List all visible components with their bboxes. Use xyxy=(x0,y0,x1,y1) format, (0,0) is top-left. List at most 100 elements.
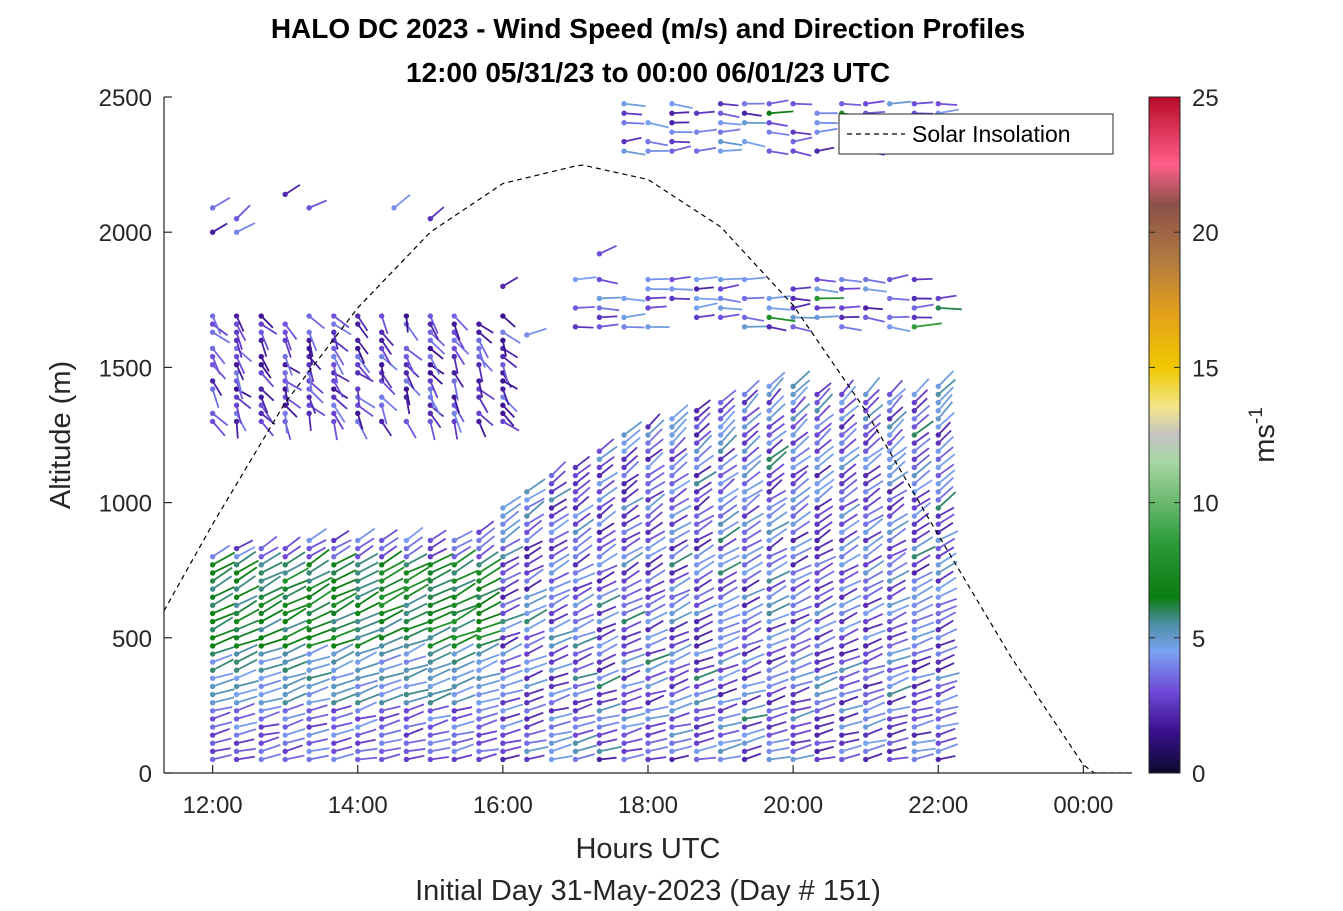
wind-barb-stick xyxy=(913,636,934,647)
wind-barb-dot xyxy=(621,586,627,592)
wind-barb-stick xyxy=(696,276,718,281)
wind-barb-dot xyxy=(645,295,651,302)
wind-barb-stick xyxy=(212,754,232,761)
wind-barb-dot xyxy=(233,361,240,368)
wind-barb-dot xyxy=(862,667,869,673)
wind-barb-dot xyxy=(403,675,410,682)
wind-barb-dot xyxy=(645,651,651,657)
wind-barb-dot xyxy=(693,651,700,657)
wind-barb-dot xyxy=(790,659,796,665)
wind-barb-stick xyxy=(792,520,811,534)
wind-barb-stick xyxy=(623,706,643,712)
wind-barb-dot xyxy=(331,756,337,763)
wind-barb-stick xyxy=(333,637,358,647)
wind-barb-stick xyxy=(937,619,954,631)
wind-barb-dot xyxy=(355,353,361,360)
wind-barb-dot xyxy=(209,410,216,417)
wind-barb-dot xyxy=(766,691,772,698)
wind-barb-dot xyxy=(306,394,312,400)
wind-barb-stick xyxy=(671,601,691,615)
wind-barb-dot xyxy=(814,391,820,398)
wind-barb-dot xyxy=(209,651,216,657)
wind-barb-stick xyxy=(792,555,809,566)
wind-barb-dot xyxy=(451,643,457,649)
wind-barb-dot xyxy=(451,675,457,682)
wind-barb-dot xyxy=(233,402,240,408)
wind-barb-stick xyxy=(623,620,642,631)
wind-barb-dot xyxy=(331,353,337,360)
wind-barb-dot xyxy=(766,383,772,390)
wind-barb-dot xyxy=(741,416,748,422)
wind-barb-dot xyxy=(572,276,579,283)
wind-barb-stick xyxy=(816,555,837,566)
wind-barb-dot xyxy=(814,129,820,135)
wind-barb-stick xyxy=(914,753,934,761)
wind-barb-stick xyxy=(623,647,643,655)
wind-barb-dot xyxy=(621,578,627,584)
wind-barb-stick xyxy=(502,745,522,753)
wind-barb-dot xyxy=(331,740,337,746)
wind-barb-dot xyxy=(814,724,820,730)
wind-barb-dot xyxy=(596,448,603,454)
wind-barb-stick xyxy=(671,514,689,526)
wind-barb-stick xyxy=(551,603,569,615)
wind-barb-dot xyxy=(282,691,288,698)
wind-barb-dot xyxy=(306,635,312,641)
wind-barb-dot xyxy=(500,545,506,552)
wind-barb-stick xyxy=(381,603,407,615)
wind-barb-stick xyxy=(260,561,283,574)
wind-barb-dot xyxy=(766,586,772,592)
wind-barb-stick xyxy=(744,316,765,322)
wind-barb-dot xyxy=(524,505,530,511)
wind-barb-stick xyxy=(502,719,523,728)
wind-barb-dot xyxy=(500,513,506,519)
wind-barb-stick xyxy=(381,685,402,696)
wind-barb-stick xyxy=(841,655,861,663)
wind-barb-dot xyxy=(814,497,820,503)
wind-barb-stick xyxy=(889,297,910,301)
wind-barb-stick xyxy=(357,396,376,409)
wind-barb-stick xyxy=(696,554,716,566)
wind-barb-dot xyxy=(717,497,724,503)
wind-barb-stick xyxy=(792,652,814,663)
wind-barb-stick xyxy=(768,670,789,680)
wind-barb-stick xyxy=(381,693,404,704)
wind-barb-stick xyxy=(914,706,934,712)
wind-barb-stick xyxy=(308,348,314,365)
wind-barb-dot xyxy=(427,378,434,384)
wind-barb-dot xyxy=(935,675,941,682)
wind-barb-dot xyxy=(209,313,216,319)
wind-barb-stick xyxy=(720,603,740,615)
wind-barb-stick xyxy=(308,663,331,672)
wind-barb-dot xyxy=(596,748,603,755)
wind-barb-dot xyxy=(233,394,240,400)
wind-barb-dot xyxy=(427,602,434,609)
wind-barb-dot xyxy=(427,699,434,706)
wind-barb-dot xyxy=(717,110,724,116)
wind-barb-stick xyxy=(865,100,885,105)
wind-barb-stick xyxy=(599,244,617,255)
wind-barb-stick xyxy=(332,332,339,350)
wind-barb-stick xyxy=(235,315,245,332)
wind-barb-dot xyxy=(911,432,918,438)
wind-barb-stick xyxy=(478,412,494,427)
wind-barb-dot xyxy=(911,276,918,283)
wind-barb-stick xyxy=(454,706,473,712)
wind-barb-dot xyxy=(766,667,772,673)
wind-barb-stick xyxy=(333,728,355,737)
wind-barb-dot xyxy=(233,724,240,730)
wind-barb-dot xyxy=(427,651,434,657)
wind-barb-dot xyxy=(839,610,845,617)
wind-barb-stick xyxy=(913,454,930,469)
wind-barb-dot xyxy=(790,456,796,463)
wind-barb-dot xyxy=(621,480,627,487)
wind-barb-stick xyxy=(453,558,474,574)
wind-barb-stick xyxy=(574,535,593,550)
wind-barb-stick xyxy=(260,364,272,379)
wind-barb-dot xyxy=(911,537,918,544)
wind-barb-stick xyxy=(260,646,283,655)
wind-barbs-layer xyxy=(209,99,962,763)
wind-barb-dot xyxy=(378,651,385,657)
wind-barb-dot xyxy=(476,643,482,649)
wind-barb-stick xyxy=(889,569,910,582)
